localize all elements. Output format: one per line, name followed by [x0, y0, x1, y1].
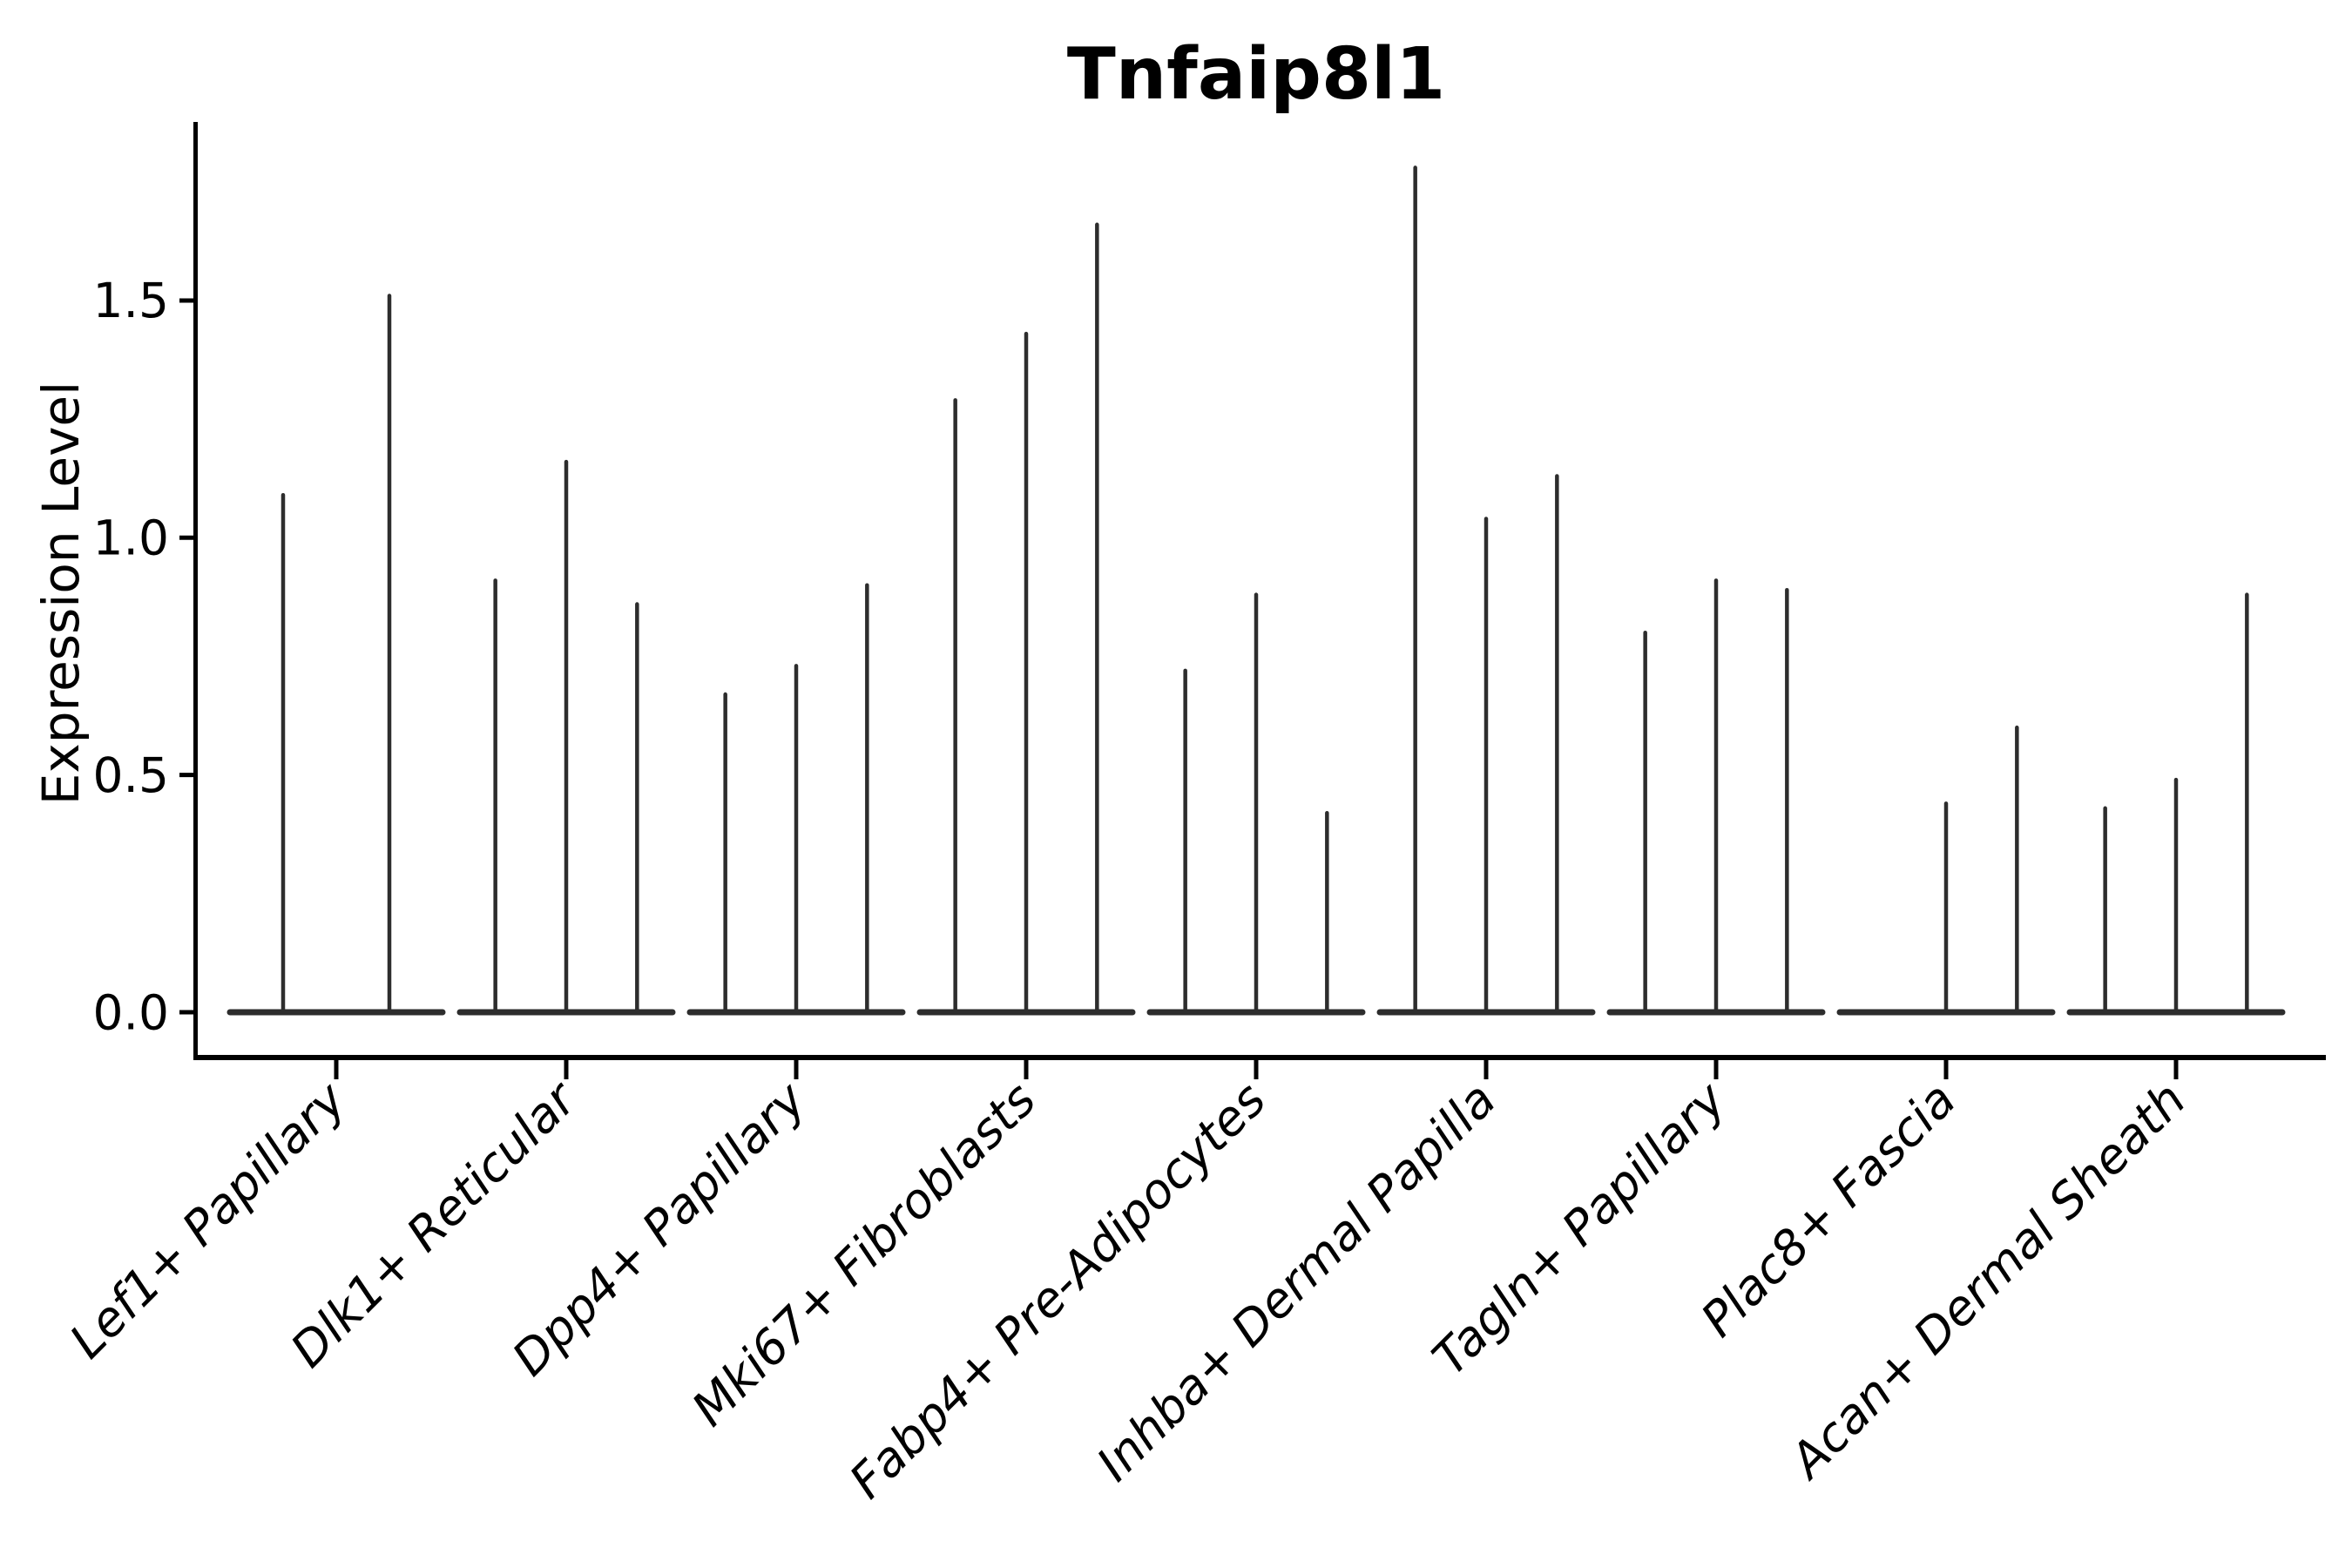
x-axis-spine: [193, 1055, 2326, 1060]
x-tick-label: Acan+ Dermal Sheath: [1778, 1071, 2197, 1490]
y-tick-label: 0.0: [93, 984, 169, 1040]
y-tick-label: 1.0: [93, 510, 169, 566]
x-tick-label: Inhba+ Dermal Papilla: [1086, 1071, 1506, 1491]
y-tick-label: 0.5: [93, 747, 169, 803]
y-axis-spine: [193, 122, 198, 1060]
y-tick-label: 1.5: [93, 273, 169, 328]
chart-title: Tnfaip8l1: [1067, 33, 1445, 116]
y-axis-ticks: 0.0 0.5 1.0 1.5: [93, 273, 195, 1040]
x-tick-label: Fabp4+ Pre-Adipocytes: [839, 1071, 1276, 1509]
y-axis-label: Expression Level: [31, 382, 91, 805]
violins: [226, 166, 2286, 1016]
